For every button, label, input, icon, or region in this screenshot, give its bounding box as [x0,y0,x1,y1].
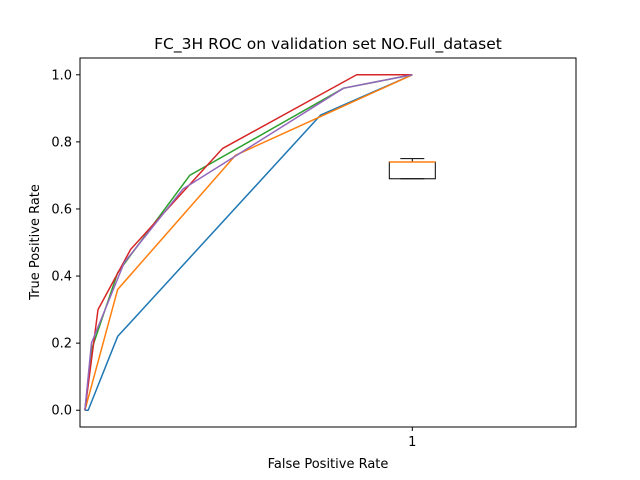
boxplot-box [388,161,436,180]
y-tick-label: 0.8 [51,135,72,150]
tick-group: 0.0 0.2 0.4 0.6 0.8 1.0 1 [51,68,416,450]
plot-area [84,74,436,411]
roc-series-line-5 [84,74,413,411]
y-tick-label: 0.4 [51,270,72,285]
y-tick-label: 1.0 [51,68,72,83]
roc-series-line-4 [84,74,413,411]
axes-frame [79,57,577,428]
y-tick-label: 0.2 [51,337,72,352]
y-axis-label: True Positive Rate [28,184,43,301]
roc-series-line-3 [84,74,413,411]
x-tick-label: 1 [408,435,416,450]
y-tick-label: 0.6 [51,202,72,217]
chart-title: FC_3H ROC on validation set NO.Full_data… [154,35,502,54]
y-tick-label: 0.0 [51,404,72,419]
roc-series-line-1 [84,74,413,411]
x-axis-label: False Positive Rate [268,457,389,472]
roc-series-line-2 [84,74,413,411]
